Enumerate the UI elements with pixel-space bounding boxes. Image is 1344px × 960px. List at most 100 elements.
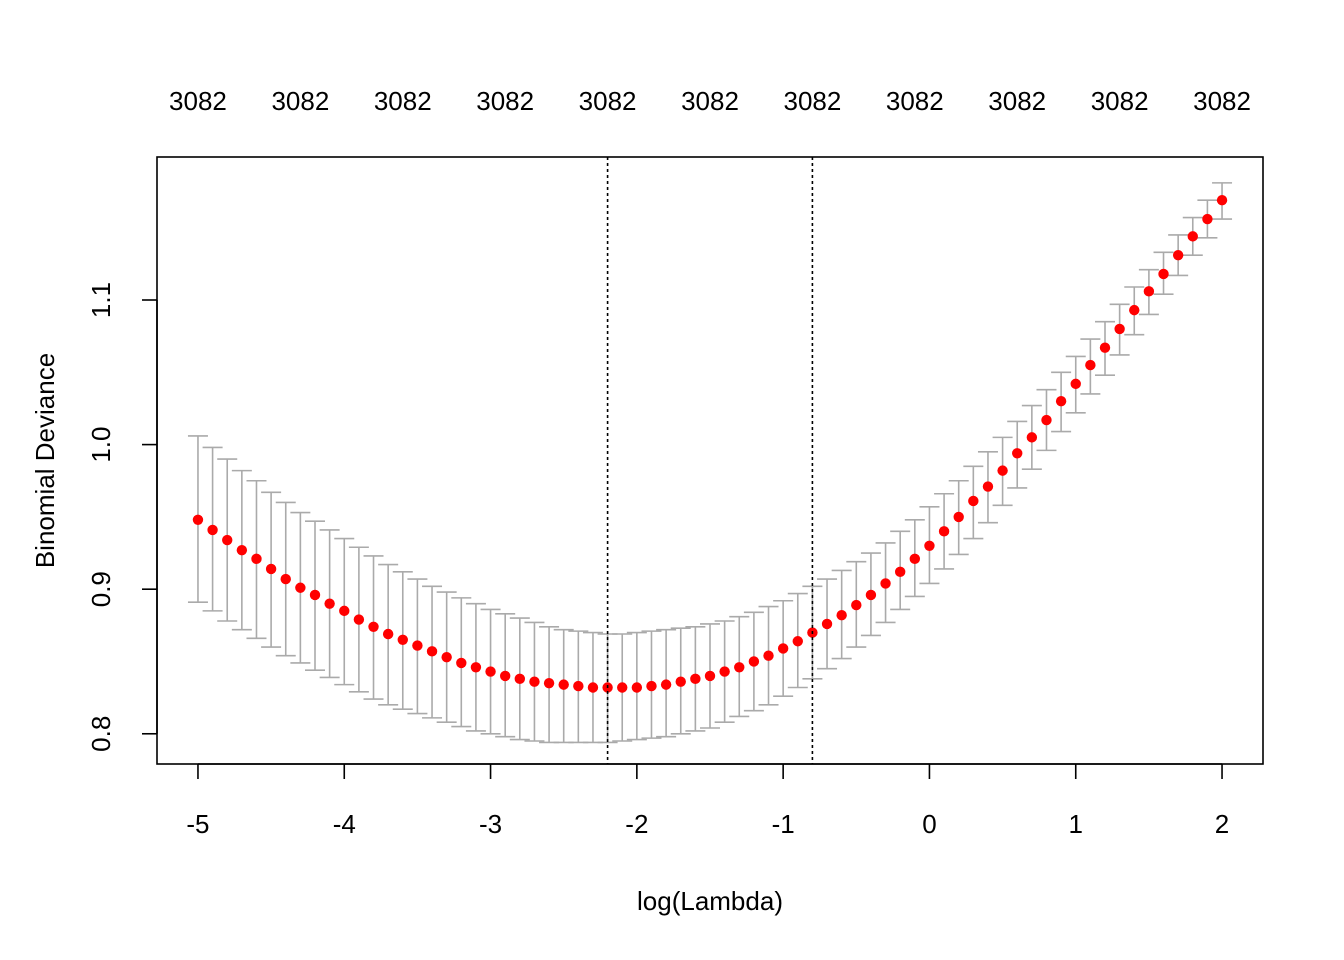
x-tick-label: -5	[186, 809, 209, 839]
data-point	[1055, 396, 1067, 407]
data-point	[968, 495, 979, 507]
data-point	[412, 640, 423, 651]
data-point	[339, 605, 350, 617]
data-point	[309, 589, 321, 601]
data-point	[719, 666, 730, 677]
top-axis-label: 3082	[1193, 86, 1251, 116]
data-point	[675, 676, 686, 687]
data-point	[924, 540, 935, 552]
data-point	[777, 643, 789, 654]
data-point	[821, 618, 833, 630]
x-tick-label: 0	[922, 809, 936, 839]
x-tick-label: -4	[333, 809, 356, 839]
data-point	[1158, 268, 1169, 280]
data-point	[880, 578, 891, 589]
data-point	[543, 677, 555, 689]
data-point	[1216, 195, 1228, 206]
data-point	[1202, 213, 1213, 225]
x-tick-label: -1	[772, 809, 795, 839]
top-axis-label: 3082	[886, 86, 944, 116]
data-point	[704, 670, 716, 682]
top-axis-label: 3082	[681, 86, 739, 116]
data-point	[1187, 231, 1198, 242]
data-point	[734, 662, 745, 673]
data-point	[426, 646, 438, 657]
x-tick-label: 2	[1215, 809, 1229, 839]
top-axis-label: 3082	[271, 86, 329, 116]
data-point	[1114, 323, 1125, 335]
data-point	[529, 676, 540, 687]
data-point	[1026, 432, 1038, 443]
data-point	[295, 582, 306, 593]
top-axis-label: 3082	[988, 86, 1046, 116]
top-axis-label: 3082	[783, 86, 841, 116]
data-points	[192, 195, 1228, 693]
data-point	[1129, 304, 1140, 316]
y-tick-label: 0.8	[86, 716, 116, 752]
y-axis: 0.8 0.9 1.0 1.1	[86, 282, 158, 752]
data-point	[909, 553, 921, 565]
data-point	[865, 589, 877, 601]
data-point	[456, 657, 467, 669]
data-point	[646, 680, 657, 692]
x-tick-label: 1	[1069, 809, 1083, 839]
data-point	[851, 599, 862, 611]
data-point	[207, 524, 218, 536]
data-point	[236, 544, 248, 556]
data-point	[1041, 414, 1052, 426]
data-point	[690, 673, 701, 685]
data-point	[192, 514, 204, 525]
data-point	[441, 651, 452, 663]
data-point	[368, 621, 379, 632]
top-axis: 3082 3082 3082 3082 3082 3082 3082 3082 3082 3082…	[169, 86, 1251, 116]
top-axis-label: 3082	[579, 86, 637, 116]
data-point	[324, 598, 335, 609]
data-point	[982, 481, 994, 492]
top-axis-label: 3082	[374, 86, 432, 116]
data-point	[894, 566, 906, 578]
data-point	[792, 636, 803, 647]
data-point	[280, 573, 291, 585]
top-axis-label: 3082	[476, 86, 534, 116]
data-point	[499, 670, 511, 682]
data-point	[558, 679, 569, 690]
data-point	[265, 563, 277, 575]
data-point	[631, 682, 643, 693]
data-point	[1085, 359, 1096, 371]
data-point	[514, 673, 526, 685]
data-point	[251, 553, 262, 565]
y-tick-label: 0.9	[86, 571, 116, 607]
x-tick-label: -3	[479, 809, 502, 839]
y-axis-title: Binomial Deviance	[30, 353, 60, 568]
y-tick-label: 1.0	[86, 427, 116, 463]
x-tick-label: -2	[625, 809, 648, 839]
y-tick-label: 1.1	[86, 282, 116, 318]
data-point	[1099, 342, 1111, 353]
data-point	[836, 610, 847, 621]
data-point	[1143, 286, 1155, 297]
data-point	[1012, 448, 1023, 459]
error-bars	[187, 182, 1233, 744]
data-point	[1172, 249, 1184, 261]
data-point	[1070, 378, 1081, 390]
x-axis: -5 -4 -3 -2 -1 0 1 2	[186, 763, 1229, 839]
x-axis-title: log(Lambda)	[637, 886, 783, 916]
data-point	[938, 526, 950, 537]
data-point	[470, 662, 482, 673]
top-axis-label: 3082	[169, 86, 227, 116]
data-point	[997, 465, 1008, 476]
data-point	[763, 650, 774, 661]
data-point	[617, 682, 628, 693]
data-point	[397, 634, 408, 645]
data-point	[353, 614, 365, 625]
reference-lines	[606, 157, 814, 764]
data-point	[485, 666, 496, 677]
data-point	[222, 534, 233, 546]
data-point	[660, 679, 672, 690]
data-point	[587, 682, 599, 693]
data-point	[748, 656, 760, 667]
top-axis-label: 3082	[1091, 86, 1149, 116]
data-point	[953, 511, 964, 523]
data-point	[382, 628, 394, 640]
data-point	[573, 680, 584, 692]
